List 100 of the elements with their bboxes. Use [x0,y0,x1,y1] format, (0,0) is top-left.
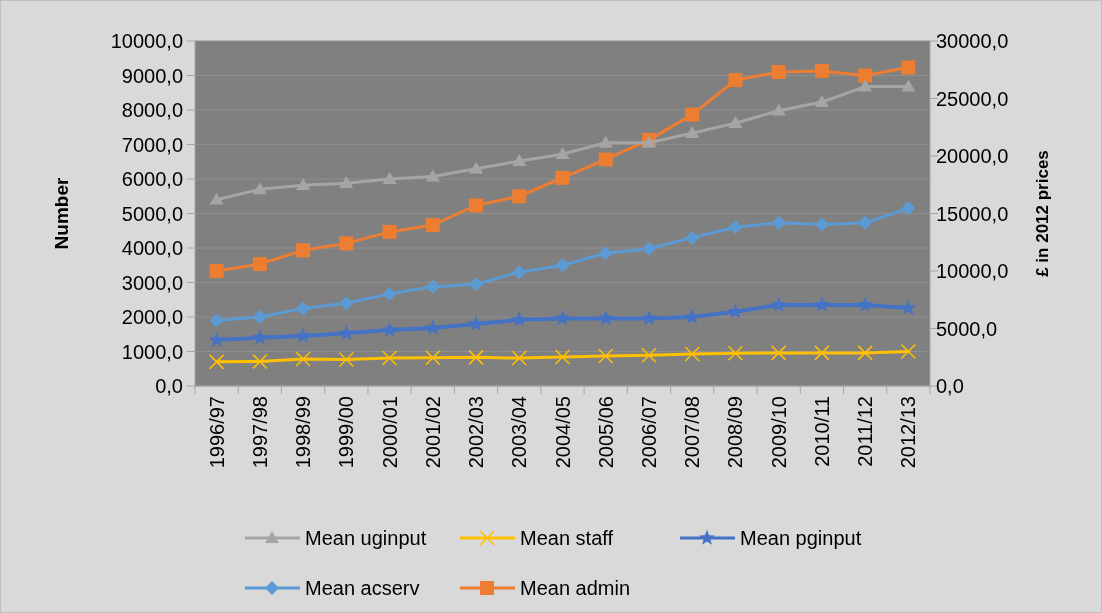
point [296,301,311,316]
point [640,309,657,326]
point [296,243,311,258]
point [771,215,786,230]
point [728,220,743,235]
legend-label: Mean uginput [305,527,427,549]
y-tick-label: 9000,0 [121,64,183,87]
x-tick-label: 2006/07 [637,396,660,469]
point [252,353,268,370]
point [727,345,744,361]
point [814,217,829,232]
x-tick-label: 2004/05 [551,396,574,469]
point [770,296,787,312]
point [901,60,916,75]
y-tick-label: 1000,0 [121,340,183,363]
point [555,147,570,160]
point [813,296,830,312]
point [338,351,355,368]
point [208,354,225,370]
point [208,331,225,347]
y-tick-label: 4000,0 [121,237,183,259]
y-axis-title: Number [51,177,72,250]
point [771,65,786,80]
point [511,350,528,366]
point [338,324,355,341]
x-tick-label: 2010/11 [810,396,833,467]
y-tick-label: 10000,0 [110,30,183,52]
y2-tick-label: 10000,0 [936,260,1009,282]
point [424,319,441,335]
x-tick-label: 1996/97 [205,396,228,469]
point [684,308,701,324]
point [685,126,700,139]
point [339,236,354,251]
point [598,135,613,148]
point [252,310,267,324]
y-tick-label: 0,0 [155,375,183,397]
point [814,95,829,107]
point [858,68,873,83]
point [209,313,224,328]
point [814,63,829,78]
point [857,296,874,312]
x-tick-label: 2009/10 [767,396,790,469]
point [381,321,398,337]
legend-label: Mean acserv [305,577,420,599]
y2-tick-label: 15000,0 [936,202,1009,225]
y-tick-label: 7000,0 [121,133,183,156]
point [728,116,743,129]
point [251,329,268,345]
point [252,257,267,272]
point [512,265,527,280]
x-tick-label: 2008/09 [724,396,747,469]
point [598,246,613,261]
point [685,230,700,245]
point [771,103,786,116]
x-tick-label: 2001/02 [421,396,444,469]
point [858,79,873,92]
point [554,309,571,326]
y-tick-label: 2000,0 [121,306,183,328]
point [512,154,527,166]
y2-axis-title: £ in 2012 prices [1033,150,1052,277]
point [814,345,830,361]
point [469,161,484,174]
y-tick-label: 8000,0 [121,99,183,121]
point [425,218,440,232]
point [684,346,700,362]
y-tick-label: 5000,0 [121,202,183,225]
y2-tick-label: 30000,0 [936,30,1009,52]
point [425,349,441,366]
x-tick-label: 2000/01 [378,396,401,469]
point [858,215,873,230]
y-tick-label: 6000,0 [121,168,183,190]
point [554,349,571,365]
x-tick-label: 2007/08 [681,396,704,469]
point [728,73,743,88]
legend-label: Mean admin [520,577,631,599]
x-tick-label: 2003/04 [508,396,531,469]
point [901,201,916,216]
point [425,279,440,294]
point [641,241,656,256]
point [685,107,700,122]
point [339,176,354,189]
point [511,311,528,327]
y2-tick-label: 20000,0 [936,145,1009,167]
x-tick-label: 2012/13 [897,396,920,469]
point [469,277,484,292]
point [252,182,267,195]
x-tick-label: 2002/03 [465,396,488,469]
point [900,343,917,360]
point [382,286,397,301]
point [641,347,657,364]
y2-tick-label: 5000,0 [936,317,998,340]
point [512,189,527,204]
y2-tick-label: 0,0 [936,375,964,397]
point [295,327,312,343]
point [425,169,440,182]
y-tick-label: 3000,0 [121,271,183,294]
point [209,192,224,205]
x-tick-label: 2011/12 [854,396,877,467]
x-tick-label: 1998/99 [292,396,315,469]
point [382,172,397,184]
